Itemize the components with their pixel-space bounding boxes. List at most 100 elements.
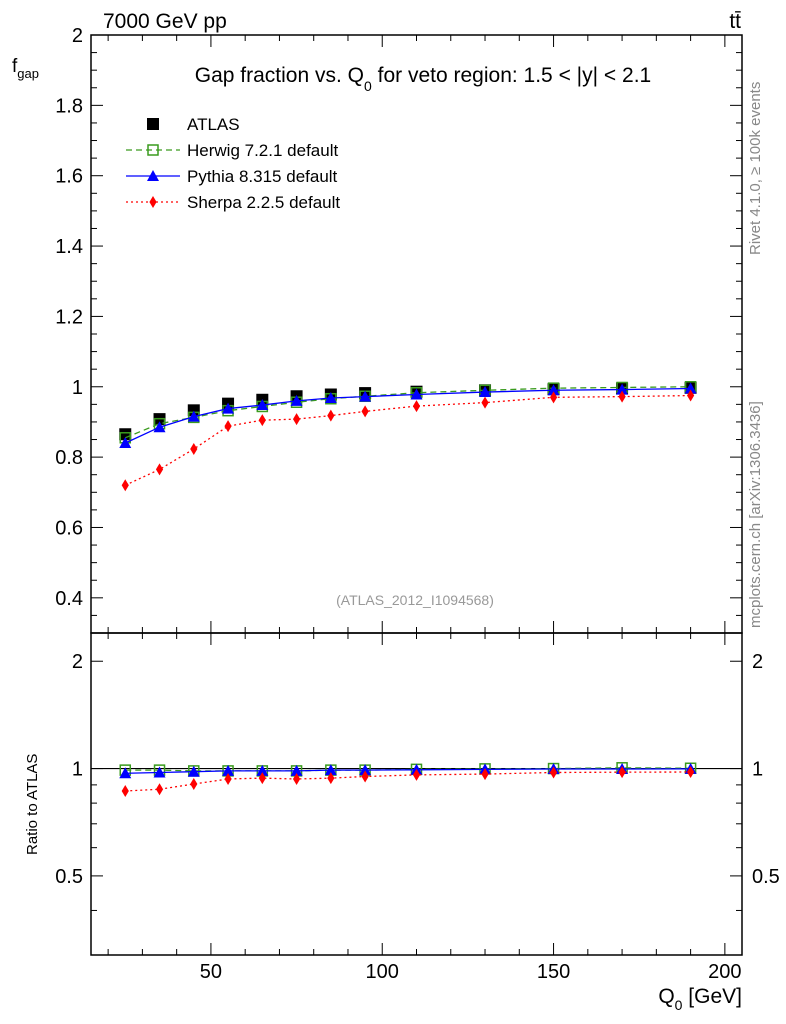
sherpa-ratio-point <box>687 766 695 779</box>
pythia-ratio-point <box>222 764 235 776</box>
main-y-tick-label: 0.4 <box>55 588 83 610</box>
sherpa-ratio-point <box>190 778 198 791</box>
side-mcplots-text: mcplots.cern.ch [arXiv:1306.3436] <box>747 401 764 628</box>
main-ylabel-sub: gap <box>17 66 39 81</box>
legend-atlas-label: ATLAS <box>187 115 240 134</box>
pythia-ratio-point <box>119 767 132 779</box>
sherpa-ratio-point <box>327 772 335 785</box>
legend-atlas-marker <box>147 118 159 130</box>
pythia-point <box>119 437 132 449</box>
ratio-x-tick-label: 200 <box>708 961 741 983</box>
ratio-y-tick-label: 0.5 <box>55 866 83 888</box>
atlas-point <box>119 428 132 441</box>
sherpa-ratio-point <box>292 772 301 785</box>
main-y-tick-label: 0.8 <box>55 447 83 469</box>
ratio-x-tick-label: 100 <box>366 961 399 983</box>
legend-herwig-label: Herwig 7.2.1 default <box>187 141 338 160</box>
ratio-xlabel: Q0 [GeV] <box>658 985 742 1013</box>
side-rivet-text: Rivet 4.1.0, ≥ 100k events <box>747 82 764 255</box>
pythia-point <box>479 386 492 398</box>
sherpa-ratio-point <box>155 783 164 796</box>
legend-pythia-marker <box>147 170 159 181</box>
ratio-y-tick-label-right: 1 <box>752 759 763 781</box>
main-y-tick-label: 1.6 <box>55 166 83 188</box>
legend-sherpa-label: Sherpa 2.2.5 default <box>187 193 340 212</box>
ratio-ylabel: Ratio to ATLAS <box>24 754 41 855</box>
energy-label: 7000 GeV pp <box>103 10 227 33</box>
main-y-tick-label: 1 <box>72 377 83 399</box>
ratio-x-tick-label: 50 <box>200 961 222 983</box>
pythia-point <box>410 388 423 400</box>
sherpa-point <box>155 463 164 476</box>
ratio-y-tick-label: 2 <box>72 651 83 673</box>
sherpa-point <box>327 409 335 422</box>
atlas-point <box>187 404 200 417</box>
sherpa-point <box>412 400 421 413</box>
sherpa-ratio-point <box>224 772 232 785</box>
sherpa-point <box>190 443 198 456</box>
main-title: Gap fraction vs. Q0 for veto region: 1.5… <box>195 64 651 94</box>
ratio-y-tick-label-right: 0.5 <box>752 866 780 888</box>
legend-herwig-marker <box>147 144 159 156</box>
main-y-tick-label: 1.4 <box>55 236 83 258</box>
pythia-ratio-point <box>153 766 166 778</box>
sherpa-point <box>361 405 369 418</box>
sherpa-ratio-point <box>618 766 626 779</box>
sherpa-ratio-point <box>412 768 421 781</box>
ratio-series-group <box>119 762 697 798</box>
sherpa-point <box>292 413 301 426</box>
pythia-point <box>222 402 235 414</box>
main-y-tick-label: 2 <box>72 25 83 47</box>
ratio-axis-ticks: 50 100 150 200 0.5 0.5 1 1 2 2 <box>55 633 780 983</box>
ratio-plot-frame <box>90 632 743 956</box>
main-axis-ticks: 0.4 0.6 0.8 1 1.2 1.4 1.6 1.8 2 <box>55 25 742 633</box>
sherpa-ratio-line <box>125 771 691 792</box>
legend-pythia-label: Pythia 8.315 default <box>187 167 338 186</box>
ratio-x-tick-label: 150 <box>537 961 570 983</box>
pythia-point <box>616 383 629 395</box>
xlabel-suffix: [GeV] <box>682 985 742 1008</box>
sherpa-ratio-point <box>361 770 369 783</box>
main-y-tick-label: 0.6 <box>55 517 83 539</box>
ratio-y-tick-label-right: 2 <box>752 651 763 673</box>
main-ylabel: fgap <box>12 56 39 81</box>
pythia-point <box>290 394 303 406</box>
sherpa-point <box>618 390 626 403</box>
pythia-ratio-point <box>290 764 303 776</box>
main-y-tick-label: 1.2 <box>55 306 83 328</box>
pythia-point <box>324 392 337 404</box>
pythia-point <box>187 410 200 422</box>
pythia-ratio-point <box>187 765 200 777</box>
main-series-group <box>119 381 697 492</box>
sherpa-ratio-point <box>549 766 558 779</box>
sherpa-ratio-point <box>481 768 489 781</box>
legend: ATLAS Herwig 7.2.1 default Pythia 8.315 de… <box>126 115 340 212</box>
sherpa-ratio-point <box>121 785 129 798</box>
pythia-ratio-point <box>324 764 337 776</box>
xlabel-sub: 0 <box>675 997 683 1013</box>
pythia-point <box>684 382 697 394</box>
sherpa-point <box>481 396 489 409</box>
pythia-ratio-point <box>256 764 269 776</box>
main-ylabel-main: f <box>12 56 18 77</box>
sherpa-point <box>549 391 558 404</box>
pythia-point <box>153 421 166 433</box>
xlabel-main: Q <box>658 985 674 1008</box>
pythia-point <box>256 399 269 411</box>
sherpa-point <box>224 420 232 433</box>
pythia-line <box>124 387 691 444</box>
pythia-point <box>547 384 560 396</box>
pythia-ratio-point <box>359 764 372 776</box>
process-label: tt̄ <box>729 10 741 33</box>
sherpa-ratio-point <box>258 772 266 785</box>
sherpa-line <box>124 394 691 486</box>
analysis-id: (ATLAS_2012_I1094568) <box>336 592 494 608</box>
main-title-suffix: for veto region: 1.5 < |y| < 2.1 <box>372 64 651 87</box>
main-title-prefix: Gap fraction vs. Q <box>195 64 364 87</box>
sherpa-point <box>687 389 695 402</box>
legend-sherpa-marker <box>149 196 157 208</box>
sherpa-point <box>258 414 266 427</box>
pythia-point <box>359 390 372 402</box>
main-y-tick-label: 1.8 <box>55 95 83 117</box>
